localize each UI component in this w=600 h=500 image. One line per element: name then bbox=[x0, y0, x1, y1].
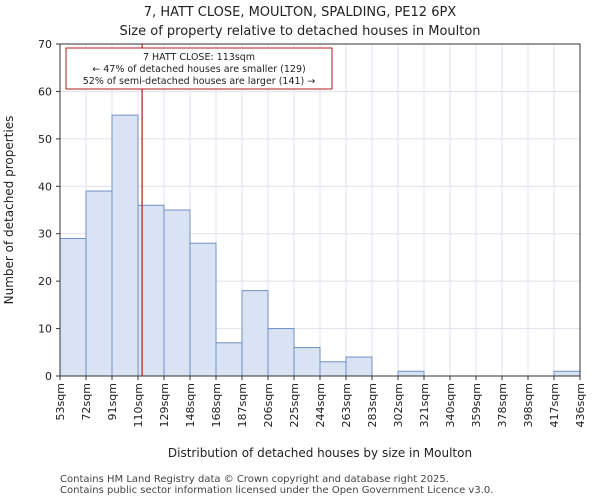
histogram-bar-206sqm bbox=[267, 328, 295, 377]
x-tick-label: 302sqm bbox=[392, 383, 405, 427]
x-tick-label: 91sqm bbox=[106, 383, 119, 420]
x-tick-label: 110sqm bbox=[132, 383, 145, 427]
y-tick-label: 50 bbox=[38, 133, 52, 146]
chart-subtitle: Size of property relative to detached ho… bbox=[119, 24, 480, 39]
annotation-frame bbox=[65, 47, 333, 90]
histogram-bar-148sqm bbox=[189, 242, 217, 377]
y-tick-label: 20 bbox=[38, 275, 52, 288]
x-tick-label: 53sqm bbox=[54, 383, 67, 420]
x-axis-ticks: 53sqm 72sqm 91sqm 110sqm 129sqm 148sqm 168sqm 1… bbox=[54, 376, 587, 427]
y-tick-label: 30 bbox=[38, 228, 52, 241]
x-tick-label: 148sqm bbox=[184, 383, 197, 427]
x-tick-label: 168sqm bbox=[210, 383, 223, 427]
x-tick-label: 398sqm bbox=[522, 383, 535, 427]
histogram-bar-302sqm bbox=[397, 370, 425, 377]
histogram-bar-53sqm bbox=[59, 237, 87, 377]
x-tick-label: 283sqm bbox=[366, 383, 379, 427]
y-tick-label: 10 bbox=[38, 323, 52, 336]
histogram-bar-129sqm bbox=[163, 209, 191, 377]
annotation-line-1: 7 HATT CLOSE: 113sqm bbox=[143, 52, 255, 63]
y-tick-label: 0 bbox=[45, 370, 52, 383]
x-tick-label: 72sqm bbox=[80, 383, 93, 420]
y-tick-label: 70 bbox=[38, 38, 52, 51]
y-tick-label: 40 bbox=[38, 180, 52, 193]
histogram-bar-168sqm bbox=[215, 342, 243, 377]
histogram-bar-187sqm bbox=[241, 290, 269, 377]
x-tick-label: 321sqm bbox=[418, 383, 431, 427]
x-tick-label: 244sqm bbox=[314, 383, 327, 427]
y-axis-label: Number of detached properties bbox=[2, 116, 16, 305]
chart-title: 7, HATT CLOSE, MOULTON, SPALDING, PE12 6… bbox=[144, 5, 457, 20]
x-tick-label: 417sqm bbox=[548, 383, 561, 427]
histogram-bar-417sqm bbox=[553, 370, 581, 377]
histogram-bar-72sqm bbox=[85, 190, 113, 377]
bars bbox=[59, 114, 581, 377]
x-tick-label: 225sqm bbox=[288, 383, 301, 427]
histogram-bar-263sqm bbox=[345, 356, 373, 377]
y-tick-label: 60 bbox=[38, 85, 52, 98]
x-tick-label: 436sqm bbox=[574, 383, 587, 427]
y-axis-ticks: 0 10 20 30 40 50 60 70 bbox=[38, 38, 60, 383]
x-tick-label: 340sqm bbox=[444, 383, 457, 427]
annotation-line-3: 52% of semi-detached houses are larger (… bbox=[83, 76, 316, 87]
footer-line-1: Contains HM Land Registry data © Crown c… bbox=[60, 474, 449, 485]
annotation-box: 7 HATT CLOSE: 113sqm ← 47% of detached h… bbox=[65, 47, 333, 90]
x-tick-label: 359sqm bbox=[470, 383, 483, 427]
annotation-line-2: ← 47% of detached houses are smaller (12… bbox=[92, 64, 305, 75]
x-tick-label: 263sqm bbox=[340, 383, 353, 427]
x-tick-label: 187sqm bbox=[236, 383, 249, 427]
x-tick-label: 206sqm bbox=[262, 383, 275, 427]
histogram-bar-244sqm bbox=[319, 361, 347, 377]
x-tick-label: 378sqm bbox=[496, 383, 509, 427]
x-axis-label: Distribution of detached houses by size … bbox=[168, 446, 472, 460]
footer-line-2: Contains public sector information licen… bbox=[60, 485, 494, 496]
histogram-bar-225sqm bbox=[293, 347, 321, 377]
x-tick-label: 129sqm bbox=[158, 383, 171, 427]
histogram-bar-91sqm bbox=[111, 114, 139, 377]
plot-frame bbox=[59, 43, 581, 377]
